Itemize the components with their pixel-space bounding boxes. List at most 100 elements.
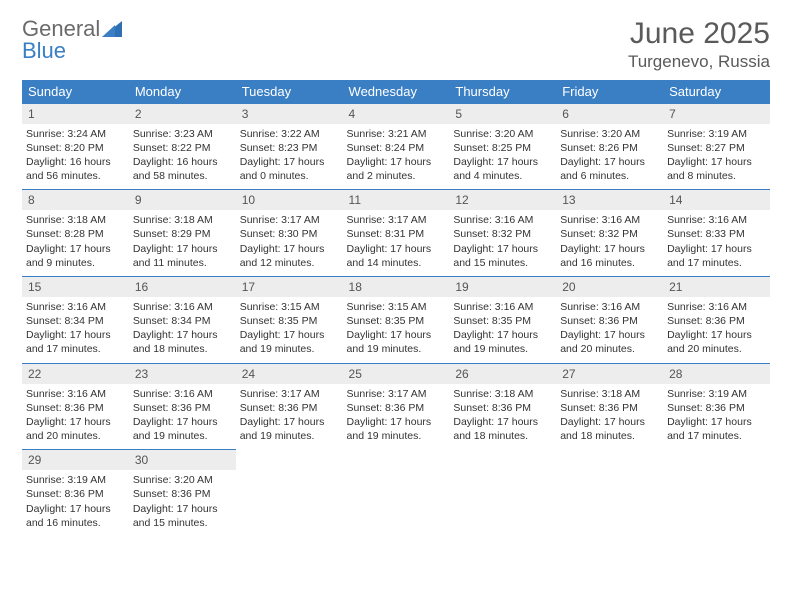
sunrise-text: Sunrise: 3:18 AM (453, 387, 550, 401)
sunset-text: Sunset: 8:36 PM (26, 487, 123, 501)
sunset-text: Sunset: 8:34 PM (133, 314, 230, 328)
sunset-text: Sunset: 8:36 PM (453, 401, 550, 415)
day-header: Saturday (663, 80, 770, 103)
sunrise-text: Sunrise: 3:18 AM (26, 213, 123, 227)
day-number: 12 (449, 190, 556, 210)
calendar-cell: 24Sunrise: 3:17 AMSunset: 8:36 PMDayligh… (236, 363, 343, 450)
daylight-text: Daylight: 16 hours and 56 minutes. (26, 155, 123, 183)
daylight-text: Daylight: 17 hours and 0 minutes. (240, 155, 337, 183)
calendar-cell: 22 Sunrise: 3:16 AMSunset: 8:36 PMDayligh… (22, 363, 129, 450)
sunrise-text: Sunrise: 3:19 AM (26, 473, 123, 487)
sunrise-text: Sunrise: 3:19 AM (667, 387, 764, 401)
location-label: Turgenevo, Russia (628, 52, 770, 72)
logo-text-b: Blue (22, 38, 66, 63)
sunrise-text: Sunrise: 3:24 AM (26, 127, 123, 141)
calendar-week-row: 15Sunrise: 3:16 AMSunset: 8:34 PMDayligh… (22, 276, 770, 363)
sunrise-text: Sunrise: 3:17 AM (347, 213, 444, 227)
day-number: 26 (449, 364, 556, 384)
page-title: June 2025 (628, 18, 770, 50)
calendar-cell: 30Sunrise: 3:20 AMSunset: 8:36 PMDayligh… (129, 449, 236, 536)
daylight-text: Daylight: 17 hours and 20 minutes. (26, 415, 123, 443)
daylight-text: Daylight: 17 hours and 20 minutes. (560, 328, 657, 356)
sunset-text: Sunset: 8:36 PM (133, 401, 230, 415)
sunset-text: Sunset: 8:36 PM (667, 401, 764, 415)
calendar-cell: 28Sunrise: 3:19 AMSunset: 8:36 PMDayligh… (663, 363, 770, 450)
sunset-text: Sunset: 8:36 PM (26, 401, 123, 415)
calendar-cell: 21Sunrise: 3:16 AMSunset: 8:36 PMDayligh… (663, 276, 770, 363)
calendar-cell: 20Sunrise: 3:16 AMSunset: 8:36 PMDayligh… (556, 276, 663, 363)
calendar-cell: 8Sunrise: 3:18 AMSunset: 8:28 PMDaylight… (22, 189, 129, 276)
day-number: 9 (129, 190, 236, 210)
daylight-text: Daylight: 17 hours and 19 minutes. (240, 415, 337, 443)
calendar-cell: 4Sunrise: 3:21 AMSunset: 8:24 PMDaylight… (343, 103, 450, 190)
daylight-text: Daylight: 16 hours and 58 minutes. (133, 155, 230, 183)
calendar-cell (343, 449, 450, 536)
daylight-text: Daylight: 17 hours and 19 minutes. (133, 415, 230, 443)
sunset-text: Sunset: 8:29 PM (133, 227, 230, 241)
calendar-cell: 11Sunrise: 3:17 AMSunset: 8:31 PMDayligh… (343, 189, 450, 276)
day-number: 1 (22, 104, 129, 124)
sunrise-text: Sunrise: 3:20 AM (453, 127, 550, 141)
sunrise-text: Sunrise: 3:16 AM (453, 300, 550, 314)
sunrise-text: Sunrise: 3:16 AM (133, 387, 230, 401)
day-number: 16 (129, 277, 236, 297)
sunrise-text: Sunrise: 3:16 AM (667, 213, 764, 227)
calendar-cell: 16 Sunrise: 3:16 AMSunset: 8:34 PMDayligh… (129, 276, 236, 363)
calendar-week-row: 1Sunrise: 3:24 AMSunset: 8:20 PMDaylight… (22, 103, 770, 190)
sunset-text: Sunset: 8:23 PM (240, 141, 337, 155)
calendar-cell: 5Sunrise: 3:20 AMSunset: 8:25 PMDaylight… (449, 103, 556, 190)
sunset-text: Sunset: 8:33 PM (667, 227, 764, 241)
daylight-text: Daylight: 17 hours and 18 minutes. (453, 415, 550, 443)
sunset-text: Sunset: 8:32 PM (560, 227, 657, 241)
daylight-text: Daylight: 17 hours and 18 minutes. (133, 328, 230, 356)
calendar-cell: 7Sunrise: 3:19 AMSunset: 8:27 PMDaylight… (663, 103, 770, 190)
daylight-text: Daylight: 17 hours and 16 minutes. (26, 502, 123, 530)
day-number: 10 (236, 190, 343, 210)
calendar-cell: 26 Sunrise: 3:18 AMSunset: 8:36 PMDayligh… (449, 363, 556, 450)
calendar-cell (236, 449, 343, 536)
day-number: 22 (22, 364, 129, 384)
day-header: Thursday (449, 80, 556, 103)
day-number: 4 (343, 104, 450, 124)
title-block: June 2025 Turgenevo, Russia (628, 18, 770, 72)
calendar-week-row: 29Sunrise: 3:19 AMSunset: 8:36 PMDayligh… (22, 449, 770, 536)
sunrise-text: Sunrise: 3:16 AM (560, 213, 657, 227)
sunrise-text: Sunrise: 3:16 AM (26, 300, 123, 314)
calendar-cell: 10Sunrise: 3:17 AMSunset: 8:30 PMDayligh… (236, 189, 343, 276)
sunset-text: Sunset: 8:27 PM (667, 141, 764, 155)
daylight-text: Daylight: 17 hours and 9 minutes. (26, 242, 123, 270)
calendar-cell: 19Sunrise: 3:16 AMSunset: 8:35 PMDayligh… (449, 276, 556, 363)
sunrise-text: Sunrise: 3:16 AM (133, 300, 230, 314)
calendar-cell: 13Sunrise: 3:16 AMSunset: 8:32 PMDayligh… (556, 189, 663, 276)
sunrise-text: Sunrise: 3:15 AM (240, 300, 337, 314)
day-number: 2 (129, 104, 236, 124)
calendar-week-row: 8Sunrise: 3:18 AMSunset: 8:28 PMDaylight… (22, 189, 770, 276)
sunset-text: Sunset: 8:28 PM (26, 227, 123, 241)
day-number: 19 (449, 277, 556, 297)
daylight-text: Daylight: 17 hours and 17 minutes. (667, 242, 764, 270)
calendar-cell: 29Sunrise: 3:19 AMSunset: 8:36 PMDayligh… (22, 449, 129, 536)
calendar-cell (663, 449, 770, 536)
daylight-text: Daylight: 17 hours and 20 minutes. (667, 328, 764, 356)
calendar-cell: 25Sunrise: 3:17 AMSunset: 8:36 PMDayligh… (343, 363, 450, 450)
day-number: 21 (663, 277, 770, 297)
sunset-text: Sunset: 8:30 PM (240, 227, 337, 241)
sunset-text: Sunset: 8:36 PM (667, 314, 764, 328)
day-header: Tuesday (236, 80, 343, 103)
calendar-cell: 23 Sunrise: 3:16 AMSunset: 8:36 PMDayligh… (129, 363, 236, 450)
calendar-cell: 17Sunrise: 3:15 AMSunset: 8:35 PMDayligh… (236, 276, 343, 363)
sunrise-text: Sunrise: 3:18 AM (133, 213, 230, 227)
day-header: Sunday (22, 80, 129, 103)
daylight-text: Daylight: 17 hours and 18 minutes. (560, 415, 657, 443)
day-number: 23 (129, 364, 236, 384)
sunrise-text: Sunrise: 3:16 AM (453, 213, 550, 227)
calendar-cell: 1Sunrise: 3:24 AMSunset: 8:20 PMDaylight… (22, 103, 129, 190)
daylight-text: Daylight: 17 hours and 12 minutes. (240, 242, 337, 270)
sunset-text: Sunset: 8:36 PM (347, 401, 444, 415)
sunrise-text: Sunrise: 3:16 AM (26, 387, 123, 401)
sunset-text: Sunset: 8:25 PM (453, 141, 550, 155)
calendar-cell: 12Sunrise: 3:16 AMSunset: 8:32 PMDayligh… (449, 189, 556, 276)
day-number: 13 (556, 190, 663, 210)
day-number: 24 (236, 364, 343, 384)
day-number: 11 (343, 190, 450, 210)
